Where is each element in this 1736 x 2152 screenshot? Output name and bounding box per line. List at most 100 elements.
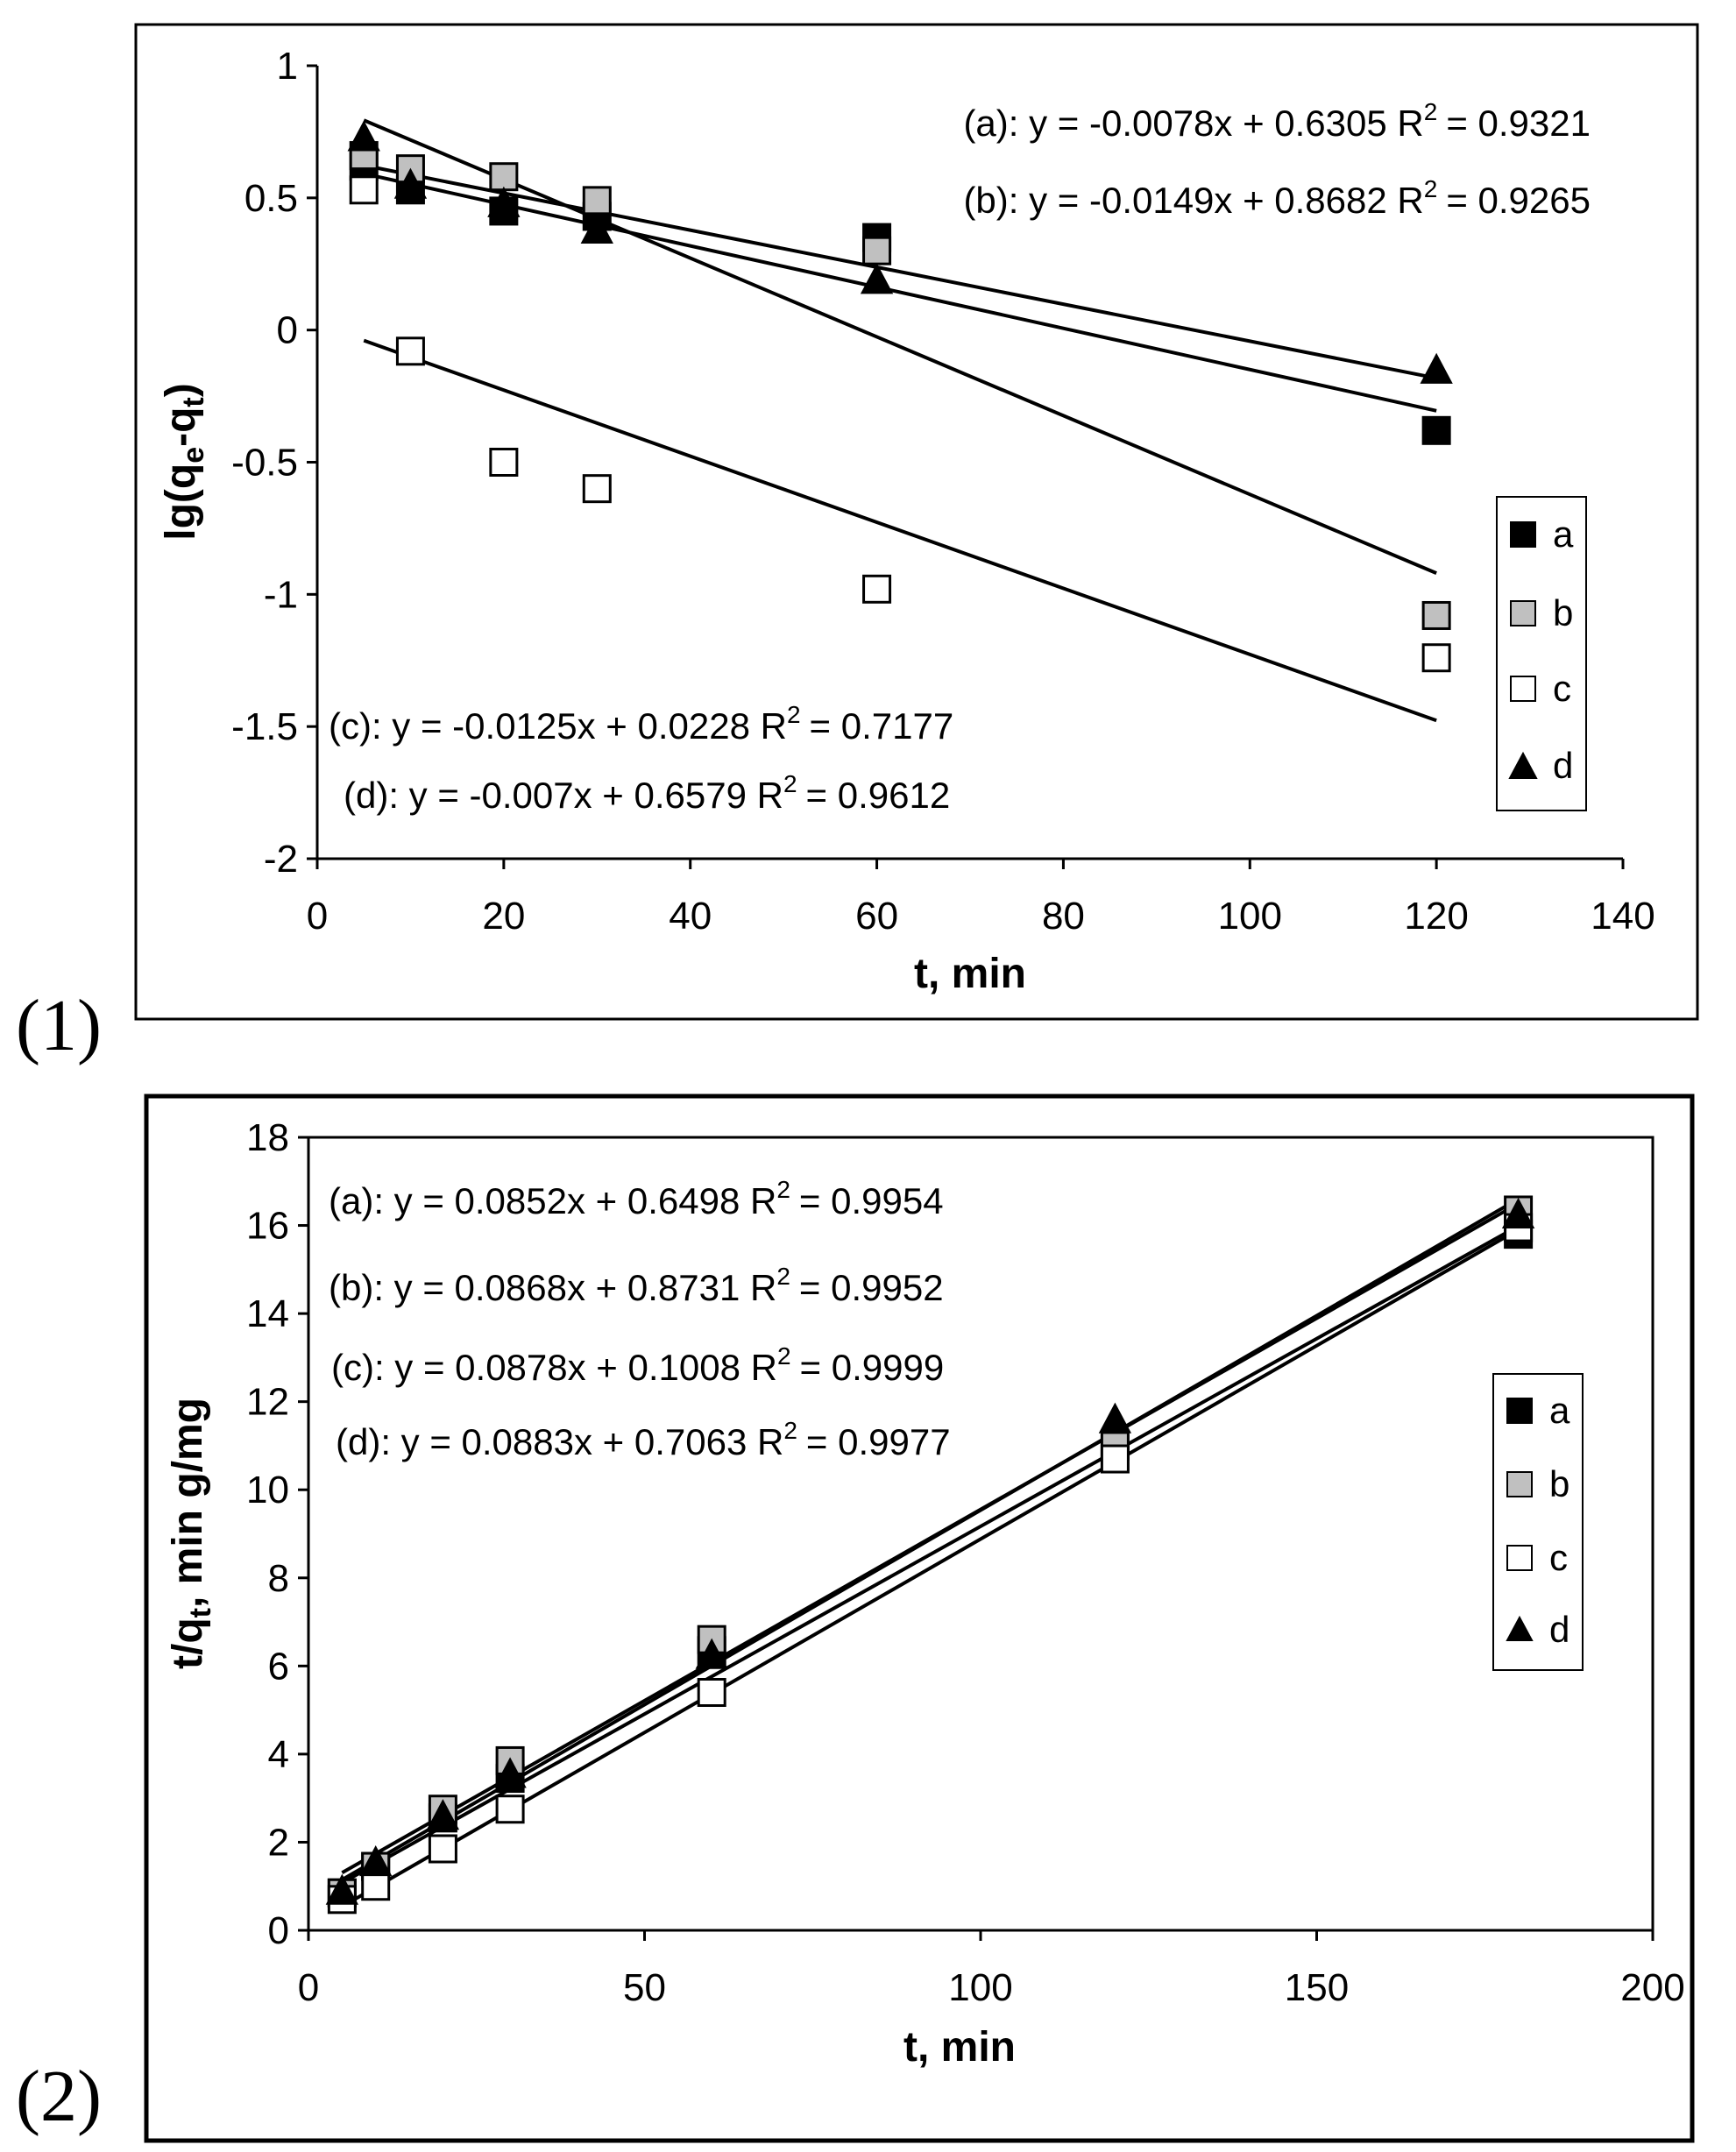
data-point-c xyxy=(428,1834,457,1864)
y-tick-label: 1 xyxy=(277,45,298,88)
x-tick-label: 80 xyxy=(1042,895,1085,938)
chart-1: 1 0.5 0 -0.5 -1 -1.5 -2 0 20 40 60 80 100 120 140 t, … xyxy=(16,23,1699,1066)
data-point-c xyxy=(582,474,612,504)
chart-1-legend-box xyxy=(1496,496,1587,811)
data-point-b xyxy=(862,236,892,265)
x-tick-label: 40 xyxy=(669,895,712,938)
chart-1-y-axis-label: lg(qe-qt) xyxy=(158,383,210,541)
legend2-label-d: d xyxy=(1549,1609,1569,1650)
legend-label-b: b xyxy=(1553,592,1573,634)
legend-label-c: c xyxy=(1553,668,1571,709)
x-tick-label: 100 xyxy=(1218,895,1282,938)
data-point-b xyxy=(697,1625,726,1654)
legend2-marker-b xyxy=(1506,1471,1533,1497)
chart-1-equation-a: (a): y = -0.0078x + 0.6305 R2 = 0.9321 xyxy=(963,98,1591,144)
y-tick-label: -2 xyxy=(264,838,298,881)
chart-1-legend: a b c d xyxy=(1496,496,1587,811)
y-tick-label: -1 xyxy=(264,573,298,616)
chart-1-equation-d: (d): y = -0.007x + 0.6579 R2 = 0.9612 xyxy=(344,770,950,816)
fit-line-a xyxy=(363,172,1437,413)
data-point-a xyxy=(1421,415,1451,445)
chart-1-x-axis-label: t, min xyxy=(914,951,1026,997)
legend2-label-c: c xyxy=(1549,1537,1568,1578)
data-point-c xyxy=(1421,643,1451,673)
legend-marker-c xyxy=(1510,676,1536,702)
chart-1-y-ticks: 1 0.5 0 -0.5 -1 -1.5 -2 xyxy=(231,45,317,881)
data-point-d xyxy=(487,186,521,217)
fit-line-c xyxy=(341,1228,1520,1908)
fit-line-b xyxy=(363,118,1437,575)
chart-2-equation-a: (a): y = 0.0852x + 0.6498 R2 = 0.9954 xyxy=(329,1176,944,1221)
x-tick-label: 150 xyxy=(1285,1966,1349,2009)
data-point-c xyxy=(361,1872,391,1901)
fit-line-d xyxy=(363,163,1437,380)
fit-line-a xyxy=(341,1224,1520,1885)
data-point-c xyxy=(489,448,519,477)
x-tick-label: 120 xyxy=(1404,895,1468,938)
y-tick-label: 0 xyxy=(268,1909,289,1952)
chart-2-x-ticks: 0 50 100 150 200 xyxy=(298,1930,1685,2009)
chart-2-equation-c: (c): y = 0.0878x + 0.1008 R2 = 0.9999 xyxy=(331,1342,944,1388)
data-point-c xyxy=(1100,1444,1130,1474)
chart-2-y-ticks: 18 16 14 12 10 8 6 4 2 0 xyxy=(246,1116,308,1952)
legend-marker-a xyxy=(1510,521,1536,548)
x-tick-label: 100 xyxy=(948,1966,1012,2009)
x-tick-label: 50 xyxy=(623,1966,666,2009)
y-tick-label: 8 xyxy=(268,1557,289,1600)
y-tick-label: 0 xyxy=(277,309,298,352)
legend2-label-b: b xyxy=(1549,1463,1569,1504)
x-tick-label: 200 xyxy=(1620,1966,1684,2009)
y-tick-label: -0.5 xyxy=(231,442,298,485)
data-point-b xyxy=(489,162,519,192)
chart-1-equation-c: (c): y = -0.0125x + 0.0228 R2 = 0.7177 xyxy=(329,701,953,747)
data-point-d xyxy=(860,263,894,294)
fit-line-c xyxy=(363,338,1437,723)
chart-2-fit-lines xyxy=(341,1197,1520,1908)
data-point-d xyxy=(1098,1402,1132,1433)
y-tick-label: 16 xyxy=(246,1205,289,1248)
panel-label-1: (1) xyxy=(16,985,102,1066)
x-tick-label: 60 xyxy=(855,895,898,938)
data-point-b xyxy=(582,186,612,216)
chart-2-equation-b: (b): y = 0.0868x + 0.8731 R2 = 0.9952 xyxy=(329,1263,944,1308)
legend2-marker-c xyxy=(1506,1545,1533,1571)
chart-2-equation-d: (d): y = 0.0883x + 0.7063 R2 = 0.9977 xyxy=(336,1417,951,1462)
y-tick-label: -1.5 xyxy=(231,705,298,748)
data-point-d xyxy=(695,1638,728,1669)
y-tick-label: 18 xyxy=(246,1116,289,1159)
x-tick-label: 140 xyxy=(1591,895,1655,938)
data-point-c xyxy=(862,574,892,604)
data-point-c xyxy=(349,175,379,205)
y-tick-label: 2 xyxy=(268,1821,289,1864)
data-point-d xyxy=(1501,1197,1535,1228)
data-point-d xyxy=(359,1844,393,1877)
chart-2-legend: a b c d xyxy=(1492,1373,1584,1671)
fit-line-d xyxy=(341,1197,1520,1882)
y-tick-label: 6 xyxy=(268,1645,289,1688)
y-tick-label: 14 xyxy=(246,1292,289,1335)
y-tick-label: 0.5 xyxy=(244,177,298,220)
data-point-d xyxy=(426,1799,460,1830)
data-point-c xyxy=(697,1678,726,1707)
chart-2-x-axis-label: t, min xyxy=(903,2024,1016,2071)
chart-2-y-axis-label: t/qt, min g/mg xyxy=(165,1398,217,1669)
panel-label-2: (2) xyxy=(16,2056,102,2137)
data-point-d xyxy=(580,212,613,244)
chart-2: 18 16 14 12 10 8 6 4 2 0 0 50 100 150 200 t, min t/qt… xyxy=(16,1094,1695,2143)
legend-marker-d xyxy=(1508,751,1538,779)
legend-label-d: d xyxy=(1553,745,1573,786)
legend2-marker-a xyxy=(1506,1398,1533,1424)
x-tick-label: 0 xyxy=(307,895,328,938)
data-point-d xyxy=(1420,352,1453,384)
legend2-label-a: a xyxy=(1549,1390,1570,1431)
data-point-d xyxy=(325,1873,359,1905)
legend2-marker-d xyxy=(1506,1615,1534,1641)
chart-1-points xyxy=(347,120,1453,673)
chart-1-equation-b: (b): y = -0.0149x + 0.8682 R2 = 0.9265 xyxy=(963,175,1591,221)
chart-1-x-ticks: 0 20 40 60 80 100 120 140 xyxy=(307,859,1655,938)
data-point-d xyxy=(347,120,380,152)
legend-marker-b xyxy=(1510,600,1536,626)
x-tick-label: 20 xyxy=(482,895,525,938)
data-point-c xyxy=(395,336,425,366)
